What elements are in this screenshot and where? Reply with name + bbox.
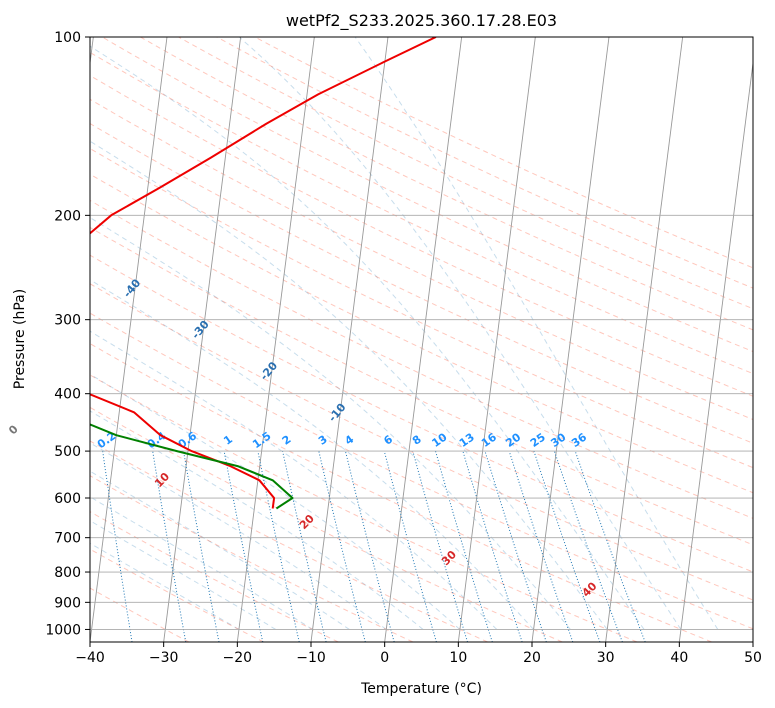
dry-adiabat <box>101 37 753 353</box>
mixing-ratio-line <box>257 450 300 642</box>
moist-adiabat <box>90 279 534 630</box>
dry-adiabat <box>90 440 488 642</box>
y-tick-label: 200 <box>54 208 81 224</box>
isotherm-line <box>310 37 389 642</box>
mixing-ratio-line <box>344 450 395 642</box>
mixing-ratio-line <box>435 450 493 642</box>
mixing-ratio-line <box>318 450 366 642</box>
plot-frame <box>89 36 754 643</box>
mixing-ratio-line <box>533 450 601 642</box>
x-tick-label: 40 <box>670 650 688 666</box>
isotherm-line <box>752 638 753 642</box>
isotherm-line <box>163 37 242 642</box>
y-tick-label: 900 <box>54 595 81 611</box>
moist-adiabat <box>90 216 571 630</box>
moist-adiabat <box>90 470 350 630</box>
x-tick-label: 20 <box>523 650 541 666</box>
plot-background <box>90 37 753 642</box>
dry-adiabat-label: 0 <box>6 422 21 437</box>
moist-adiabat <box>90 410 424 630</box>
isotherm-line <box>457 37 536 642</box>
isotherm-line <box>605 37 684 642</box>
dry-adiabat <box>90 254 753 573</box>
dry-adiabat <box>90 312 753 630</box>
isotherm-line <box>384 37 463 642</box>
x-tick-label: −40 <box>75 650 105 666</box>
isotherm-line <box>531 37 610 642</box>
isotherm-line <box>678 59 753 642</box>
series-layer <box>90 37 437 510</box>
mixing-ratio-line <box>223 451 264 642</box>
x-tick-label: −20 <box>223 650 253 666</box>
mixing-ratio-line <box>282 450 327 642</box>
axes-layer: −40 −30 −20 −10 0 10 20 30 40 50 100 200 300 400 500 60… <box>45 30 762 666</box>
mixing-ratio-line <box>412 450 468 642</box>
moist-adiabat <box>90 373 461 630</box>
isotherm-line <box>90 37 168 642</box>
y-tick-label: 400 <box>54 387 81 403</box>
mixing-ratio-line <box>383 450 437 642</box>
mixing-ratio-line <box>508 450 574 642</box>
dry-adiabat <box>90 475 414 642</box>
moist-adiabat <box>90 330 498 630</box>
y-tick-label: 500 <box>54 444 81 460</box>
x-tick-label: 10 <box>449 650 467 666</box>
dewpoint-profile <box>90 423 294 510</box>
x-tick-label: −30 <box>149 650 179 666</box>
moist-adiabat <box>238 37 682 630</box>
isotherm-line <box>236 37 315 642</box>
mixing-ratio-line <box>462 450 523 642</box>
dry-adiabat <box>90 226 753 546</box>
x-tick-label: −10 <box>296 650 326 666</box>
dry-adiabat <box>90 511 339 642</box>
chart-title: wetPf2_S233.2025.360.17.28.E03 <box>286 11 557 31</box>
mixing-ratio-line <box>484 450 547 642</box>
y-tick-label: 1000 <box>45 622 81 638</box>
y-tick-label: 800 <box>54 565 81 581</box>
y-tick-label: 600 <box>54 491 81 507</box>
moist-adiabat <box>90 442 387 630</box>
dry-adiabat <box>178 37 753 310</box>
y-axis-label: Pressure (hPa) <box>12 289 28 389</box>
moist-adiabat <box>90 520 277 630</box>
moist-adiabat <box>90 542 240 630</box>
x-tick-label: 30 <box>597 650 615 666</box>
x-tick-label: 50 <box>744 650 762 666</box>
dry-adiabat <box>90 283 753 601</box>
dry-adiabat <box>90 74 753 397</box>
x-tick-label: 0 <box>380 650 389 666</box>
y-tick-label: 700 <box>54 531 81 547</box>
mixing-ratio-line <box>553 450 623 642</box>
dry-adiabat <box>90 122 753 444</box>
x-axis-label: Temperature (°C) <box>360 681 482 697</box>
dry-adiabat <box>90 343 712 642</box>
dry-adiabat <box>90 98 753 421</box>
y-tick-label: 100 <box>54 30 81 46</box>
y-tick-label: 300 <box>54 313 81 329</box>
mixing-ratio-line <box>183 451 220 642</box>
